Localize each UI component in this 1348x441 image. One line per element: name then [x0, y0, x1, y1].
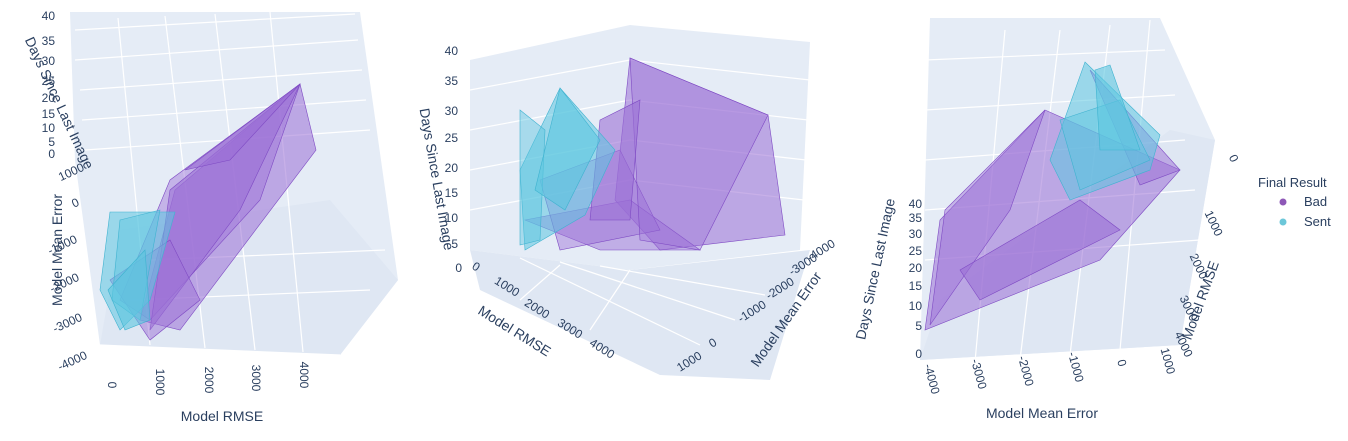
tick-label-y: -3000: [51, 310, 85, 336]
tick-label-z: 35: [445, 74, 459, 88]
tick-label-x: 1000: [153, 369, 167, 396]
panel-left: [70, 11, 398, 356]
tick-label-y: -3000: [968, 357, 990, 391]
tick-label-y: -1000: [1065, 350, 1087, 384]
tick-label-z: 20: [42, 91, 56, 105]
tick-label-z: 40: [445, 44, 459, 58]
tick-label-y: 0: [1114, 358, 1129, 368]
axis-title-z: Days Since Last Image: [417, 107, 458, 252]
axis-title-x: Model RMSE: [181, 408, 263, 424]
tick-label-z: 5: [451, 237, 458, 251]
panel-middle: [469, 25, 811, 380]
tick-label-z: 0: [915, 347, 922, 361]
tick-label-z: 25: [445, 131, 459, 145]
legend-label-bad: Bad: [1304, 194, 1327, 209]
tick-label-x: 0: [105, 382, 119, 389]
tick-label-z: 25: [909, 244, 923, 258]
tick-label-z: 40: [42, 9, 56, 23]
tick-label-z: 35: [909, 211, 923, 225]
middle-floor: [470, 250, 810, 380]
tick-label-x: 1000: [1202, 208, 1226, 238]
legend-title: Final Result: [1258, 175, 1327, 190]
tick-label-z: 20: [909, 261, 923, 275]
tick-label-z: 20: [445, 161, 459, 175]
legend-marker-bad[interactable]: [1279, 198, 1287, 206]
axis-title-y: Model Mean Error: [49, 194, 65, 306]
tick-label-z: 30: [909, 227, 923, 241]
tick-label-x: 2000: [202, 367, 216, 394]
tick-label-z: 10: [445, 211, 459, 225]
tick-label-y: 0: [69, 195, 81, 211]
legend-marker-sent[interactable]: [1279, 218, 1287, 226]
middle-mesh-sent: [519, 87, 616, 251]
tick-label-z: 40: [909, 197, 923, 211]
middle-mesh-bad: [523, 57, 786, 251]
tick-label-z: 10: [42, 121, 56, 135]
tick-label-z: 30: [445, 104, 459, 118]
tick-label-z: 10: [909, 299, 923, 313]
legend[interactable]: Final Result Bad Sent: [1258, 175, 1331, 229]
tick-label-z: 5: [915, 319, 922, 333]
tick-label-z: 0: [455, 261, 462, 275]
tick-label-x: 0: [1226, 152, 1242, 164]
tick-label-x: 4000: [297, 362, 311, 389]
tick-label-z: 5: [48, 135, 55, 149]
tick-label-z: 25: [42, 74, 56, 88]
tick-label-y: -2000: [1015, 354, 1037, 388]
panel-right: [920, 18, 1215, 363]
tick-label-x: 3000: [249, 365, 263, 392]
tick-label-y: 1000: [1158, 346, 1179, 376]
tick-label-z: 15: [445, 186, 459, 200]
left-mesh-sent: [99, 209, 176, 331]
tick-label-y: -4000: [921, 362, 943, 396]
axis-title-z: Days Since Last Image: [852, 197, 898, 341]
tick-label-z: 15: [909, 279, 923, 293]
axis-title-y: Model Mean Error: [986, 405, 1098, 421]
tick-label-z: 30: [42, 54, 56, 68]
tick-label-z: 15: [42, 107, 56, 121]
tick-label-y: -4000: [56, 348, 90, 374]
legend-label-sent: Sent: [1304, 214, 1331, 229]
tick-label-z: 35: [42, 34, 56, 48]
right-mesh-sent: [1049, 61, 1161, 201]
tick-label-z: 0: [48, 147, 55, 161]
